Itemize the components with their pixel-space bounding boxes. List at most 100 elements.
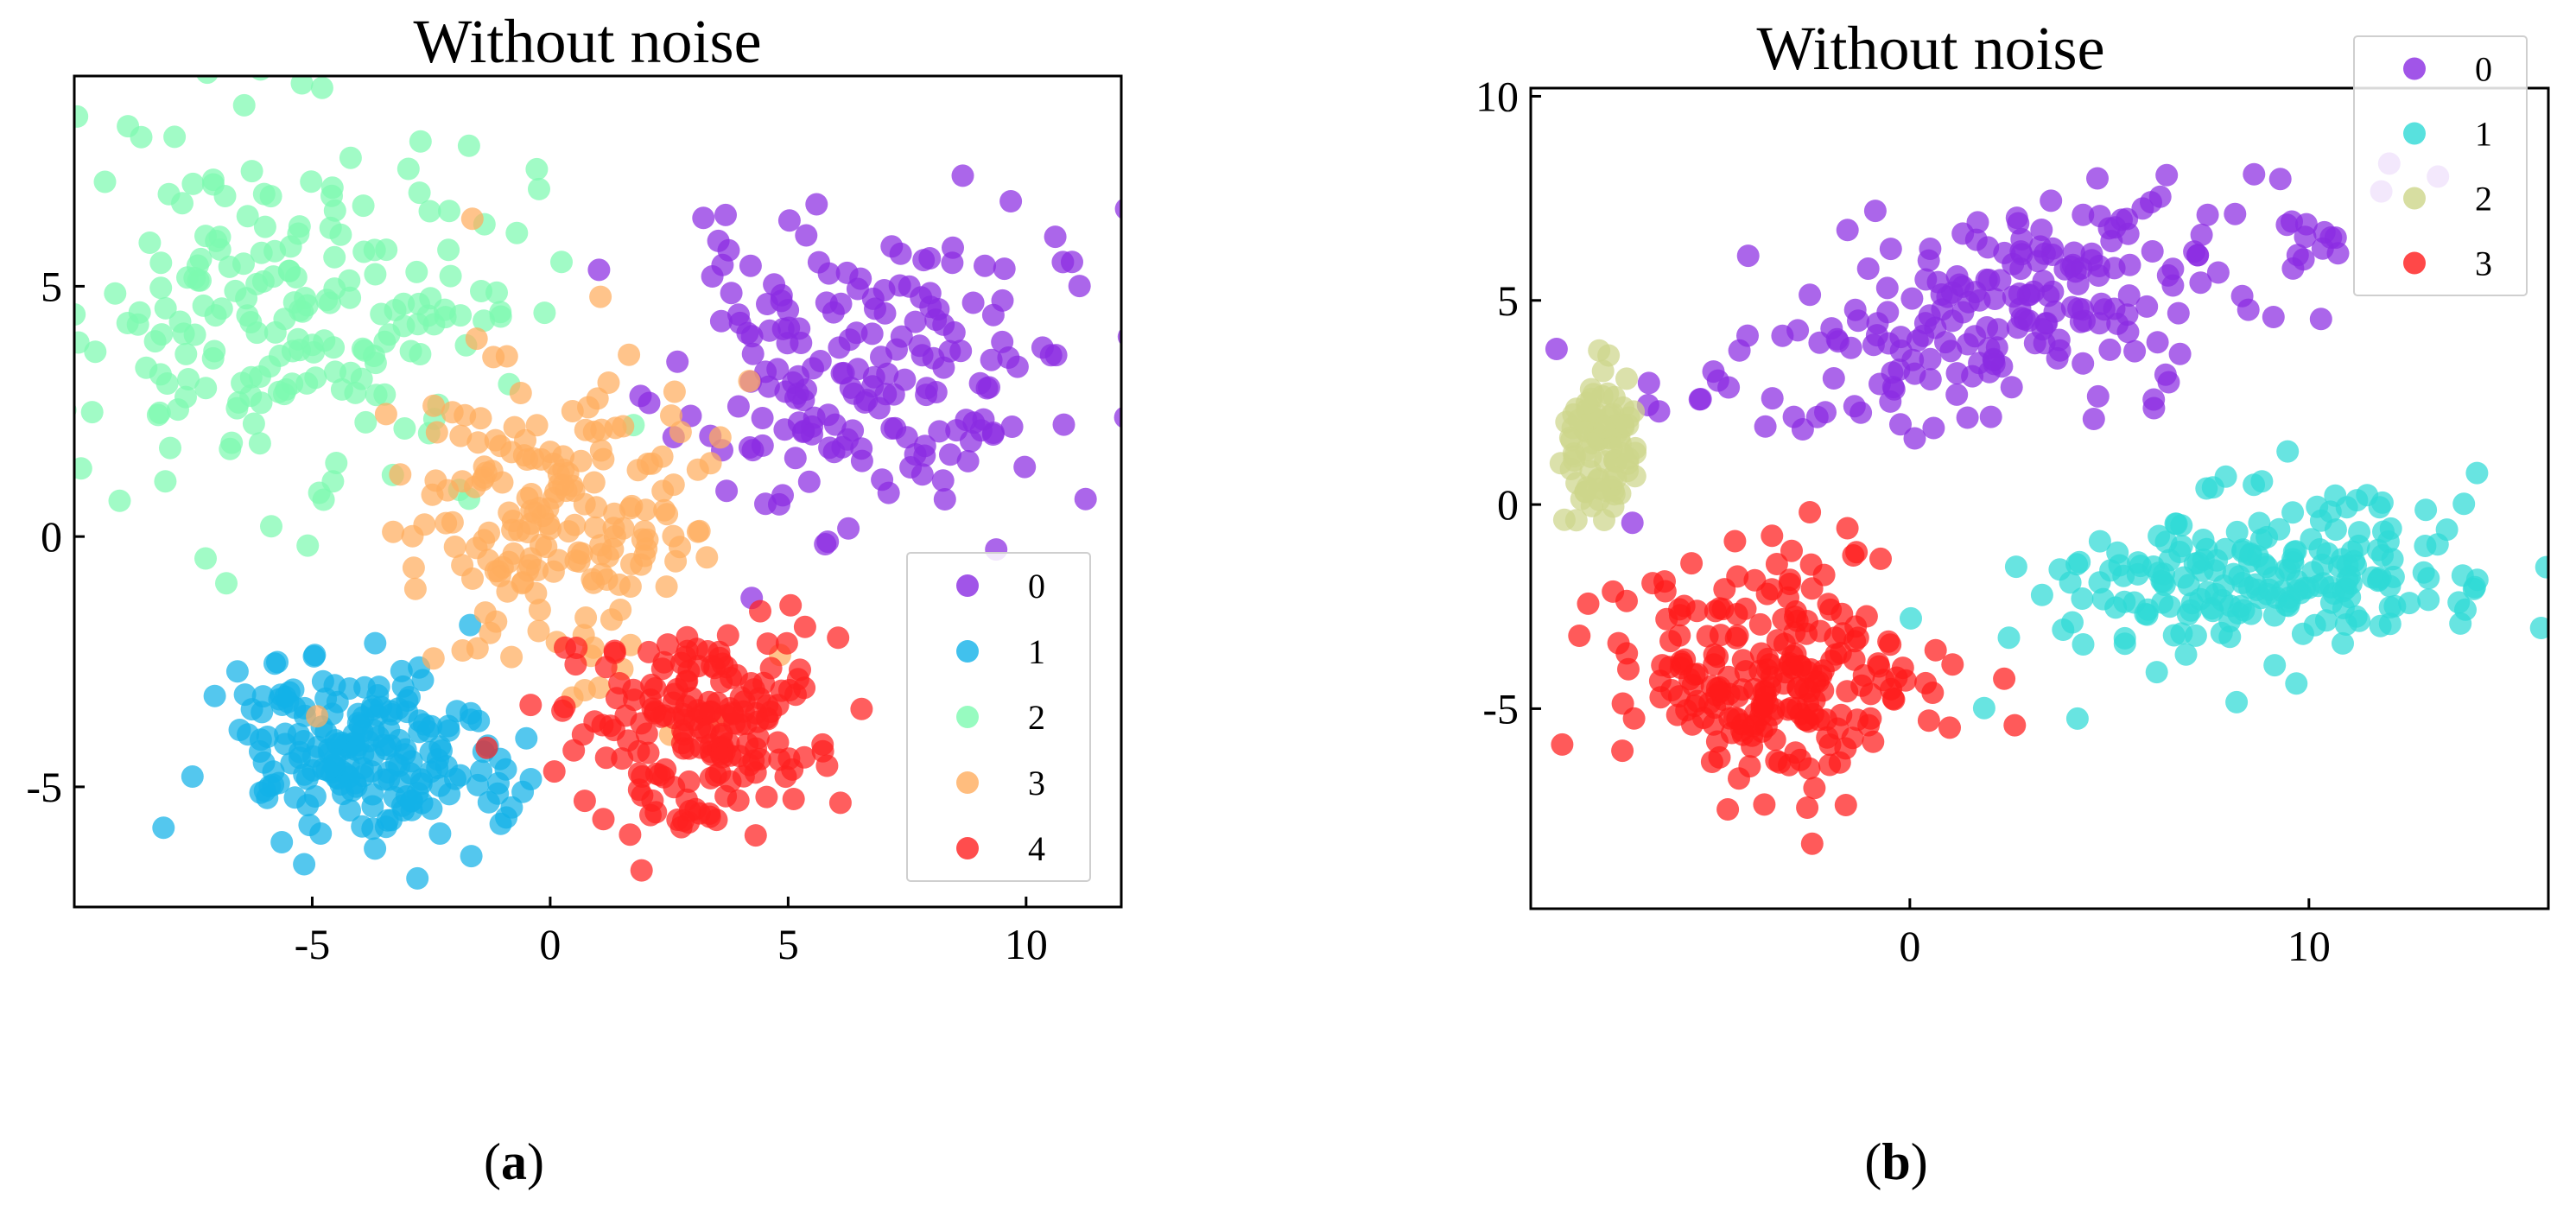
data-point	[739, 254, 762, 277]
data-point	[1800, 832, 1824, 855]
data-point	[1773, 632, 1796, 656]
series-2-points	[0, 76, 645, 595]
data-point	[174, 385, 197, 409]
x-tick-label: 5	[777, 920, 799, 968]
data-point	[174, 342, 198, 365]
data-point	[351, 757, 374, 780]
data-point	[249, 740, 271, 763]
scatter-chart-b: Without noise 0 10 -5 0 5 10 0 1 2 3 (b)	[1475, 14, 2550, 1190]
data-point	[514, 428, 536, 452]
data-point	[441, 511, 464, 534]
data-point	[1551, 733, 1574, 756]
data-point	[2332, 631, 2354, 655]
data-point	[392, 292, 416, 315]
data-point	[250, 241, 273, 264]
data-point	[2161, 257, 2185, 281]
data-point	[797, 470, 821, 493]
data-point	[459, 613, 482, 637]
data-point	[653, 704, 676, 727]
data-point	[2265, 586, 2288, 609]
data-point	[485, 281, 508, 304]
data-point	[1772, 607, 1795, 631]
data-point	[2309, 509, 2332, 532]
legend-label-2: 2	[2475, 180, 2492, 219]
plot-area-a: -5 0 5 10 -5 0 5 0 1 2 3 4	[0, 74, 1123, 968]
caption-letter-a: a	[501, 1133, 527, 1190]
chart-panel-b: Without noise 0 10 -5 0 5 10 0 1 2 3 (b)	[1287, 0, 2576, 1205]
data-point	[469, 407, 492, 430]
data-point	[1956, 406, 1979, 429]
data-point	[306, 705, 329, 728]
data-point	[2326, 242, 2350, 265]
data-point	[1889, 326, 1913, 349]
data-point	[2535, 555, 2548, 579]
data-point	[2230, 284, 2254, 308]
data-point	[406, 866, 429, 890]
data-point	[152, 816, 175, 840]
data-point	[1711, 598, 1735, 621]
data-point	[2131, 197, 2154, 220]
data-point	[2196, 580, 2219, 604]
data-point	[498, 501, 521, 524]
data-point	[679, 404, 702, 428]
data-point	[1956, 333, 1979, 356]
data-point	[418, 200, 441, 223]
data-point	[1637, 371, 1660, 395]
data-point	[1789, 748, 1812, 771]
data-point	[130, 125, 153, 149]
data-point	[1703, 643, 1726, 666]
data-point	[873, 301, 897, 325]
data-point	[1552, 508, 1576, 531]
data-point	[315, 758, 339, 782]
data-point	[860, 322, 884, 346]
data-point	[542, 760, 566, 783]
data-point	[1894, 669, 1917, 692]
data-point	[828, 791, 852, 815]
data-point	[373, 383, 397, 406]
data-point	[155, 372, 179, 395]
data-point	[1843, 648, 1866, 671]
data-point	[708, 426, 732, 449]
data-point	[516, 448, 539, 471]
data-point	[1755, 582, 1779, 606]
data-point	[405, 260, 428, 283]
data-point	[890, 325, 913, 348]
data-point	[1889, 413, 1912, 436]
data-point	[1809, 619, 1832, 643]
data-point	[192, 294, 215, 317]
data-point	[2141, 240, 2164, 263]
data-point	[837, 517, 860, 540]
legend-marker-0	[956, 574, 979, 597]
data-point	[644, 676, 667, 700]
data-point	[487, 771, 510, 795]
data-point	[631, 783, 654, 807]
data-point	[1805, 405, 1829, 428]
data-point	[1545, 338, 1568, 360]
data-point	[2243, 162, 2266, 186]
data-point	[0, 233, 5, 256]
data-point	[323, 199, 346, 222]
data-point	[203, 339, 226, 363]
data-point	[1604, 466, 1627, 490]
data-point	[850, 697, 873, 720]
data-point	[1709, 675, 1731, 699]
data-point	[525, 157, 549, 181]
data-point	[1877, 630, 1900, 653]
legend-marker-3	[956, 771, 979, 794]
data-point	[2033, 242, 2056, 265]
legend-marker-1	[2403, 122, 2426, 145]
data-point	[1834, 794, 1857, 816]
data-point	[651, 479, 675, 503]
data-point	[2205, 549, 2229, 572]
data-point	[2008, 282, 2031, 305]
data-point	[1761, 524, 1784, 548]
data-point	[270, 831, 294, 853]
data-point	[262, 265, 285, 289]
data-point	[660, 404, 682, 428]
data-point	[149, 276, 173, 300]
data-point	[150, 323, 174, 346]
data-point	[701, 265, 724, 288]
data-point	[739, 672, 763, 694]
data-point	[1013, 455, 1037, 479]
data-point	[836, 428, 860, 451]
